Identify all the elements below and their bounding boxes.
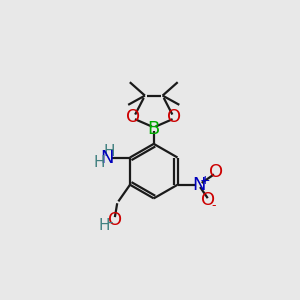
Text: O: O (108, 211, 122, 229)
Text: H: H (99, 218, 110, 233)
Text: -: - (107, 215, 113, 230)
Text: O: O (167, 108, 181, 126)
Text: N: N (192, 176, 206, 194)
Text: H: H (103, 143, 115, 158)
Text: O: O (126, 108, 140, 126)
Text: +: + (200, 174, 210, 187)
Text: O: O (201, 191, 215, 209)
Text: -: - (212, 199, 216, 212)
Text: N: N (100, 148, 114, 166)
Text: H: H (93, 155, 105, 170)
Text: B: B (148, 120, 160, 138)
Text: O: O (209, 163, 224, 181)
